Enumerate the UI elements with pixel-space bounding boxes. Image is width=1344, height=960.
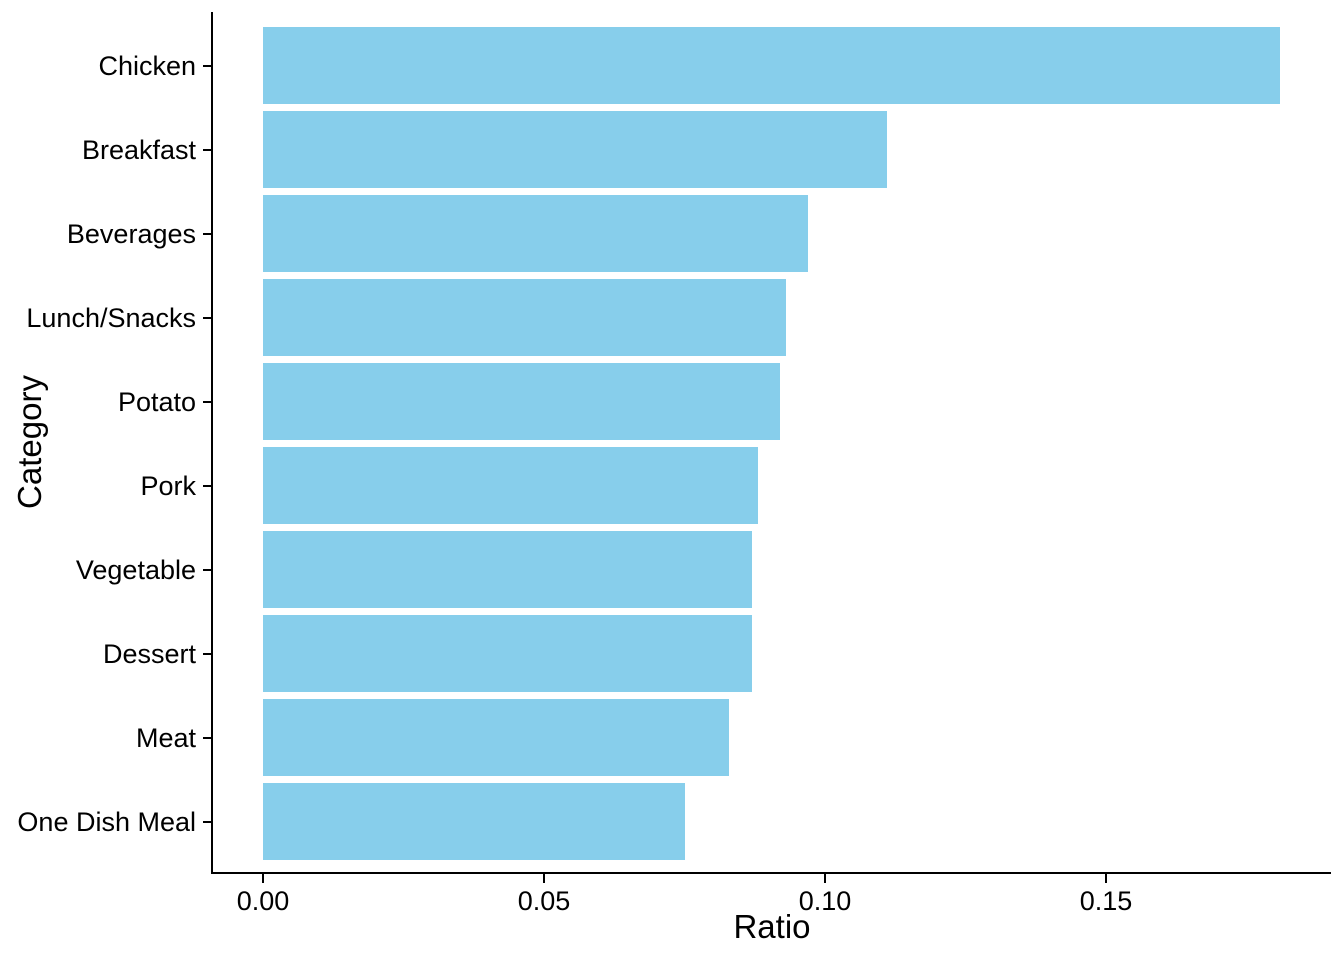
y-tick-mark xyxy=(203,653,213,655)
y-tick-mark xyxy=(203,233,213,235)
y-tick-mark xyxy=(203,737,213,739)
y-tick-mark xyxy=(203,317,213,319)
y-tick-mark xyxy=(203,65,213,67)
bar-chicken xyxy=(263,27,1280,104)
y-tick-label: Lunch/Snacks xyxy=(26,303,196,333)
x-tick-label: 0.15 xyxy=(1079,886,1133,916)
y-tick-label: Vegetable xyxy=(75,555,196,585)
bar-pork xyxy=(263,447,758,524)
y-tick-label: Pork xyxy=(140,471,196,501)
x-axis-line xyxy=(211,872,1331,874)
y-tick-label: Beverages xyxy=(66,219,196,249)
y-tick-label: One Dish Meal xyxy=(17,807,196,837)
x-tick-mark xyxy=(543,874,545,883)
y-tick-mark xyxy=(203,569,213,571)
x-tick-mark xyxy=(262,874,264,883)
bar-breakfast xyxy=(263,111,887,188)
x-tick-label: 0.05 xyxy=(517,886,571,916)
bar-dessert xyxy=(263,615,752,692)
y-axis-line xyxy=(211,12,213,874)
y-tick-mark xyxy=(203,401,213,403)
y-tick-mark xyxy=(203,149,213,151)
y-tick-mark xyxy=(203,485,213,487)
x-tick-mark xyxy=(824,874,826,883)
bar-lunch-snacks xyxy=(263,279,786,356)
bar-beverages xyxy=(263,195,808,272)
y-tick-label: Dessert xyxy=(102,639,196,669)
y-tick-label: Meat xyxy=(135,723,196,753)
y-tick-mark xyxy=(203,821,213,823)
bar-meat xyxy=(263,699,729,776)
x-tick-label: 0.00 xyxy=(236,886,290,916)
y-tick-label: Breakfast xyxy=(81,135,196,165)
x-tick-label: 0.10 xyxy=(798,886,852,916)
x-axis-title: Ratio xyxy=(733,908,811,945)
bar-vegetable xyxy=(263,531,752,608)
bar-potato xyxy=(263,363,780,440)
x-tick-mark xyxy=(1105,874,1107,883)
y-tick-label: Chicken xyxy=(98,51,196,81)
bar-one-dish-meal xyxy=(263,783,685,860)
y-tick-label: Potato xyxy=(117,387,196,417)
